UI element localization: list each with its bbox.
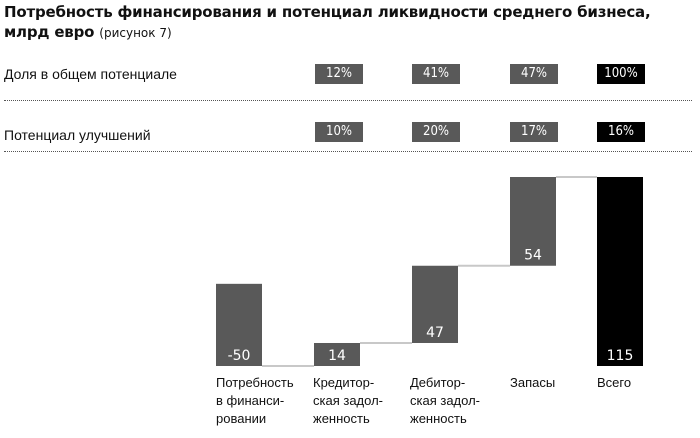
category-label-financing-need: Потребность в финанси- ровании	[216, 375, 294, 426]
bar-4	[510, 177, 556, 266]
row-label-improvement: Потенциал улучшений	[4, 127, 151, 143]
bar-value-label: -50	[228, 348, 251, 364]
bar-value-label: 14	[328, 348, 346, 364]
figure-note: (рисунок 7)	[99, 26, 172, 40]
row-divider	[4, 151, 692, 152]
improvement-badge-1: 10%	[315, 122, 363, 142]
bar-value-label: 54	[524, 248, 542, 264]
share-badge-3: 47%	[510, 64, 558, 84]
row-divider	[4, 100, 692, 101]
bar-1	[216, 283, 262, 366]
bar-5	[597, 177, 643, 366]
category-label-total: Всего	[597, 375, 632, 390]
improvement-badge-2: 20%	[412, 122, 460, 142]
row-label-share: Доля в общем потенциале	[4, 66, 177, 82]
category-label-payables: Кредитор- ская задол- женность	[313, 375, 383, 426]
category-label-receivables: Дебитор- ская задол- женность	[410, 375, 480, 426]
improvement-badge-3: 17%	[510, 122, 558, 142]
bar-2	[314, 342, 360, 366]
chart-title: Потребность финансирования и потенциал л…	[4, 2, 694, 43]
improvement-badge-total: 16%	[597, 122, 645, 142]
share-badge-2: 41%	[412, 64, 460, 84]
chart-title-main: Потребность финансирования и потенциал л…	[4, 3, 651, 41]
share-badge-1: 12%	[315, 64, 363, 84]
bar-value-label: 47	[426, 325, 444, 341]
category-label-inventory: Запасы	[510, 375, 556, 390]
share-badge-total: 100%	[597, 64, 645, 84]
bar-3	[412, 265, 458, 343]
bar-value-label: 115	[607, 348, 634, 364]
